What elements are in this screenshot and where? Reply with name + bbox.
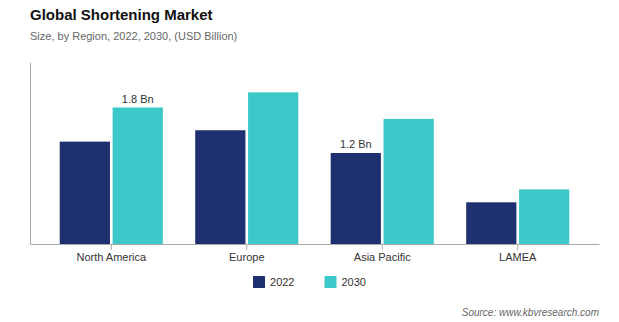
legend-swatch	[253, 276, 265, 288]
y-axis-line	[30, 63, 31, 245]
legend-label: 2030	[342, 276, 366, 288]
x-tick-mark	[382, 244, 383, 250]
bars	[60, 92, 570, 244]
legend: 2022 2030	[253, 276, 366, 288]
x-tick-label: North America	[76, 251, 147, 263]
y-axis	[30, 63, 31, 245]
bar	[60, 142, 110, 244]
annotation: 1.2 Bn	[340, 138, 372, 150]
bar	[248, 92, 298, 244]
bar	[519, 189, 569, 244]
chart: Global Shortening Market Size, by Region,…	[0, 0, 619, 322]
legend-item: 2030	[325, 276, 366, 288]
title: Global Shortening Market	[30, 6, 213, 23]
source: Source: www.kbvresearch.com	[462, 307, 599, 318]
bar	[113, 108, 163, 245]
x-tick: Asia Pacific	[354, 244, 411, 263]
subtitle: Size, by Region, 2022, 2030, (USD Billio…	[30, 30, 237, 42]
legend-swatch	[325, 276, 337, 288]
x-tick-label: Asia Pacific	[354, 251, 411, 263]
x-tick-mark	[246, 244, 247, 250]
x-tick-label: Europe	[229, 251, 264, 263]
x-tick-mark	[517, 244, 518, 250]
bar	[466, 202, 516, 244]
legend-item: 2022	[253, 276, 294, 288]
bar-series	[113, 92, 570, 244]
legend-label: 2022	[270, 276, 294, 288]
x-tick: North America	[76, 244, 147, 263]
annotation: 1.8 Bn	[122, 93, 154, 105]
x-tick-mark	[111, 244, 112, 250]
x-axis: North America Europe Asia Pacific LAMEA	[31, 244, 600, 263]
bar	[384, 119, 434, 244]
bar	[195, 130, 245, 244]
x-tick-label: LAMEA	[499, 251, 537, 263]
x-tick: LAMEA	[499, 244, 537, 263]
annotations: 1.8 Bn 1.2 Bn	[122, 93, 372, 151]
x-axis-line	[31, 244, 600, 245]
bar	[331, 153, 381, 244]
x-tick: Europe	[229, 244, 264, 263]
